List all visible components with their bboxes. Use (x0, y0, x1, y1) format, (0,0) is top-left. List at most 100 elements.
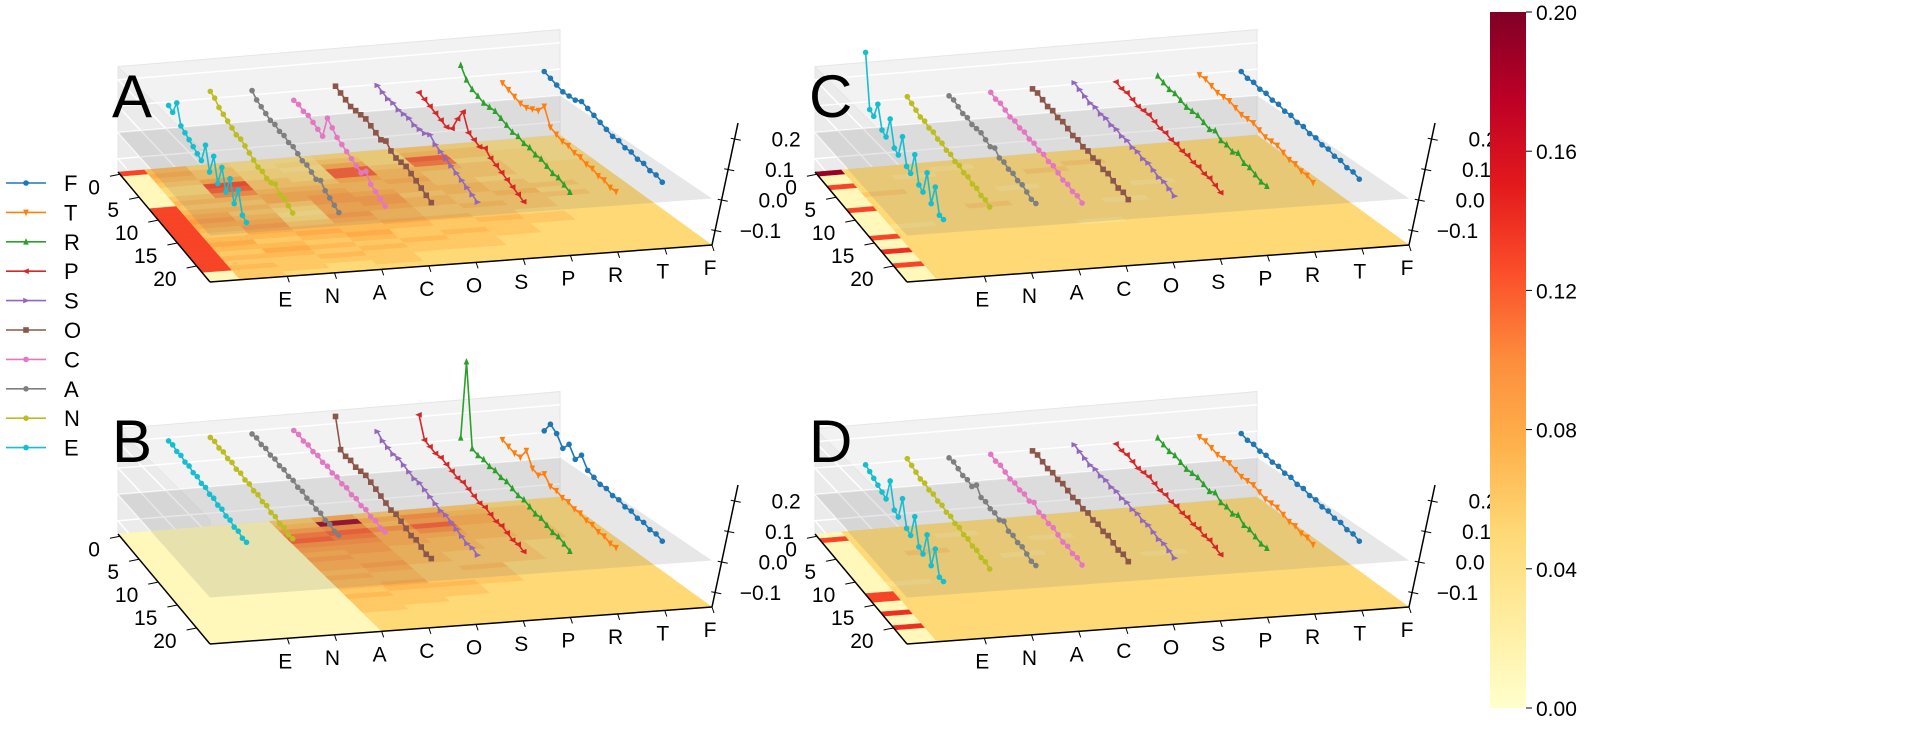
data-point-E (165, 102, 172, 109)
series-S (374, 82, 482, 205)
data-point-F (622, 504, 628, 510)
data-point-S (411, 122, 418, 128)
y-axis (117, 533, 211, 645)
data-point-S (1171, 193, 1179, 199)
data-point-N (255, 491, 261, 498)
data-point-C (1002, 469, 1009, 475)
colorbar-tick-label: 0.20 (1536, 2, 1577, 25)
data-point-S (1071, 441, 1079, 448)
data-point-C (1079, 200, 1085, 206)
data-point-A (281, 466, 287, 473)
data-point-N (965, 174, 971, 180)
data-point-S (1082, 93, 1089, 100)
data-point-E (870, 475, 877, 482)
data-point-N (913, 469, 919, 475)
data-point-E (206, 169, 213, 175)
data-point-R (532, 150, 539, 158)
z-gridline (116, 42, 561, 175)
data-point-A (955, 465, 961, 472)
data-point-E (227, 517, 233, 523)
data-point-S (474, 199, 482, 205)
data-point-O (1049, 107, 1056, 114)
data-point-A (978, 494, 984, 501)
data-point-E (862, 461, 869, 468)
data-point-R (1229, 147, 1236, 155)
data-point-E (214, 502, 221, 508)
data-point-F (659, 179, 666, 186)
data-point-O (1110, 540, 1116, 546)
data-point-S (400, 111, 408, 117)
data-point-A (308, 499, 315, 505)
data-point-O (368, 479, 374, 486)
data-point-C (300, 438, 307, 444)
data-point-R (538, 514, 544, 521)
data-point-P (492, 162, 499, 169)
x-tick-label: T (1353, 260, 1366, 283)
series-F (1238, 68, 1363, 182)
data-point-R (526, 502, 533, 510)
data-point-O (1034, 90, 1041, 96)
series-T (1196, 72, 1316, 187)
colorbar-tick-label: 0.04 (1536, 559, 1577, 582)
data-point-A (294, 150, 301, 157)
data-point-N (947, 513, 954, 520)
data-point-T (529, 465, 536, 473)
data-point-T (589, 521, 595, 529)
data-point-T (1280, 149, 1286, 157)
legend-item-O: O (6, 318, 81, 343)
data-point-T (511, 450, 518, 457)
legend-label: O (64, 318, 81, 343)
z-gridline (813, 404, 1258, 537)
legend-item-T: T (6, 200, 77, 225)
data-point-E (173, 448, 180, 455)
data-point-R (1241, 159, 1247, 166)
colorbar-gradient (1490, 12, 1526, 708)
data-point-S (1155, 174, 1163, 181)
data-point-P (514, 541, 521, 548)
y-tick-label: 10 (812, 222, 835, 245)
x-tick-label: T (1353, 622, 1366, 645)
data-point-N (904, 93, 911, 100)
data-point-N (952, 158, 958, 165)
data-point-C (319, 459, 326, 466)
data-point-S (374, 82, 382, 89)
data-point-F (640, 160, 647, 167)
data-point-S (416, 480, 424, 486)
data-point-T (565, 499, 572, 506)
data-point-N (250, 487, 257, 494)
data-point-C (329, 125, 336, 131)
x-tick-label: C (1116, 640, 1131, 663)
x-tick-label: C (419, 278, 434, 301)
series-N (207, 434, 296, 542)
data-point-R (515, 491, 521, 499)
data-point-T (1256, 127, 1263, 134)
data-point-C (1016, 125, 1023, 131)
data-point-F (591, 474, 597, 481)
data-point-O (1095, 521, 1101, 528)
data-point-S (1118, 133, 1126, 140)
data-point-R (486, 462, 493, 470)
data-point-T (1298, 168, 1304, 175)
data-point-N (908, 462, 915, 469)
data-point-A (973, 482, 980, 488)
data-point-S (400, 462, 408, 468)
data-point-E (883, 496, 889, 502)
data-point-F (647, 167, 653, 174)
data-point-A (987, 505, 993, 512)
x-tick (1172, 262, 1176, 269)
series-N (904, 93, 993, 210)
data-point-O (423, 192, 430, 199)
data-point-T (547, 483, 554, 491)
data-point-E (883, 134, 889, 140)
data-point-R (1172, 451, 1178, 459)
x-tick-label: P (1258, 267, 1272, 290)
data-point-O (408, 170, 414, 177)
y-tick-label: 15 (831, 245, 854, 268)
data-point-S (1124, 137, 1131, 144)
z-tick-label: 0.1 (765, 159, 794, 182)
data-point-F (609, 492, 616, 499)
x-tick-label: E (278, 650, 292, 673)
data-point-O (332, 83, 339, 90)
x-tick (983, 638, 987, 645)
